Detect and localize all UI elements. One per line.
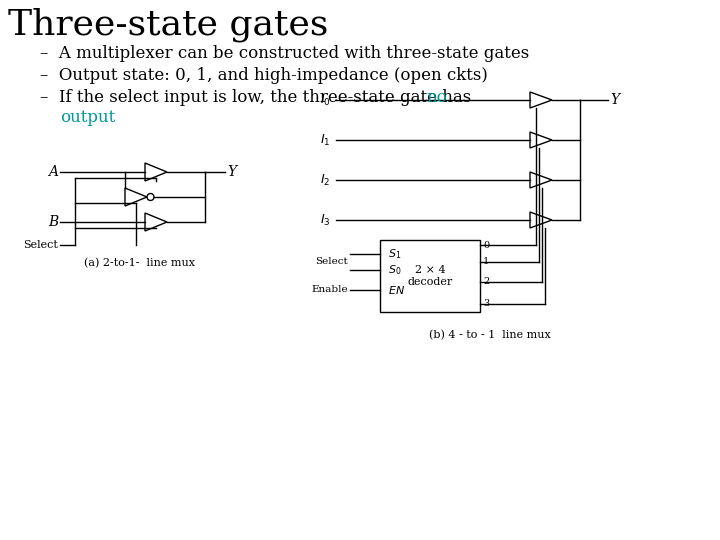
Text: (b) 4 - to - 1  line mux: (b) 4 - to - 1 line mux <box>429 330 551 340</box>
Text: $I_0$: $I_0$ <box>320 92 330 107</box>
Text: Select: Select <box>23 240 58 250</box>
Text: $I_1$: $I_1$ <box>320 132 330 147</box>
Text: $I_2$: $I_2$ <box>320 172 330 187</box>
Text: Select: Select <box>315 258 348 267</box>
Text: $I_3$: $I_3$ <box>320 212 330 227</box>
Text: 2: 2 <box>483 278 490 287</box>
Text: no: no <box>426 89 446 106</box>
Text: A: A <box>48 165 58 179</box>
Text: decoder: decoder <box>408 277 453 287</box>
Text: (a) 2-to-1-  line mux: (a) 2-to-1- line mux <box>84 258 196 268</box>
Text: Enable: Enable <box>311 286 348 294</box>
Text: $S_1$: $S_1$ <box>388 247 401 261</box>
Text: Y: Y <box>610 93 619 107</box>
Text: 1: 1 <box>483 258 490 267</box>
Text: –  If the select input is low, the three-state gate has: – If the select input is low, the three-… <box>40 89 477 106</box>
Text: 2 × 4: 2 × 4 <box>415 265 445 275</box>
Text: $EN$: $EN$ <box>388 284 405 296</box>
Text: 0: 0 <box>483 240 489 249</box>
Text: $S_0$: $S_0$ <box>388 263 402 277</box>
Text: B: B <box>48 215 58 229</box>
Text: Y: Y <box>227 165 236 179</box>
Text: Three-state gates: Three-state gates <box>8 8 328 43</box>
Text: 3: 3 <box>483 300 490 308</box>
Text: –  Output state: 0, 1, and high-impedance (open ckts): – Output state: 0, 1, and high-impedance… <box>40 67 488 84</box>
Bar <box>380 240 480 312</box>
Text: –  A multiplexer can be constructed with three-state gates: – A multiplexer can be constructed with … <box>40 45 529 62</box>
Text: output: output <box>60 109 115 126</box>
